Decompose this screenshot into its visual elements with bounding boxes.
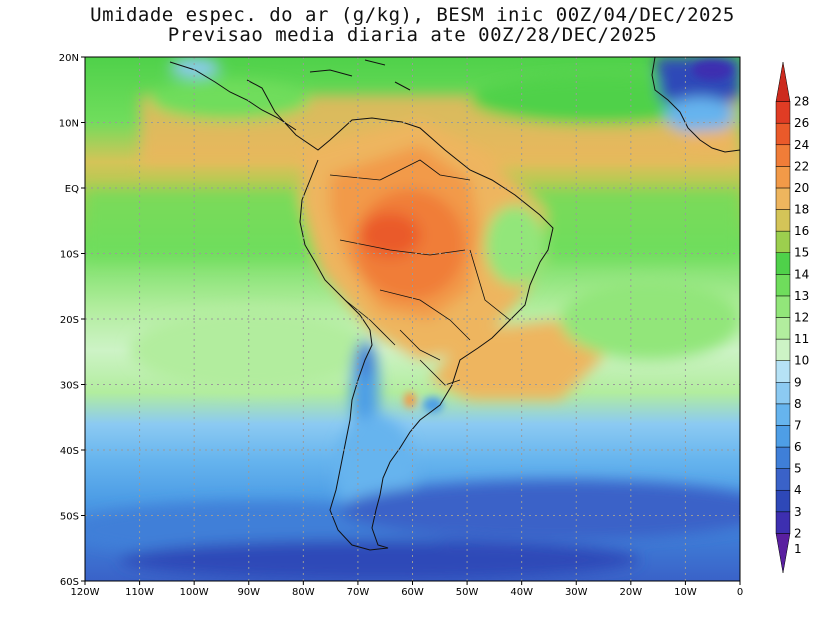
colorbar-label: 3 [794,505,802,519]
colorbar-label: 1 [794,542,802,556]
colorbar-swatch [775,533,791,574]
colorbar-swatch [775,252,791,275]
lat-tick-label: 10S [60,250,79,261]
south-america-coast [246,79,554,551]
colorbar-label: 26 [794,116,809,130]
colorbar-swatch [775,144,791,167]
colorbar-swatch [775,425,791,448]
lon-tick-label: 20W [620,587,643,598]
lat-tick-label: 20N [59,53,79,64]
colorbar-swatch [775,274,791,297]
caribbean-islands [309,59,411,91]
colorbar-label: 18 [794,203,809,217]
grid [85,57,740,581]
lat-tick-label: EQ [65,184,79,195]
lon-tick-label: 80W [292,587,315,598]
lat-tick-label: 20S [60,315,79,326]
coastlines [169,57,740,551]
lat-tick-label: 40S [60,446,79,457]
colorbar-label: 20 [794,181,809,195]
colorbar-label: 28 [794,95,809,109]
colorbar-swatch [775,468,791,491]
colorbar-label: 16 [794,224,809,238]
colorbar-swatch [775,101,791,124]
lat-tick-label: 50S [60,512,79,523]
colorbar-swatch [775,166,791,189]
lon-tick-label: 60W [401,587,424,598]
colorbar-label: 8 [794,397,802,411]
colorbar-label: 5 [794,462,802,476]
colorbar-label: 7 [794,418,802,432]
lon-tick-label: 90W [237,587,260,598]
borders [329,159,511,386]
colorbar-swatch [775,338,791,361]
colorbar-label: 15 [794,246,809,260]
colorbar-swatch [775,360,791,383]
colorbar-swatch [775,382,791,405]
colorbar-label: 2 [794,526,802,540]
colorbar-label: 14 [794,267,809,281]
lon-tick-label: 50W [456,587,479,598]
colorbar-label: 12 [794,311,809,325]
colorbar-label: 10 [794,354,809,368]
colorbar-swatch [775,187,791,210]
colorbar-label: 22 [794,159,809,173]
map-subtitle: Previsao media diaria ate 00Z/28/DEC/202… [167,24,658,46]
africa-coast [651,57,740,153]
lon-tick-label: 100W [180,587,209,598]
colorbar-swatch [775,446,791,469]
lon-tick-label: 10W [674,587,697,598]
colorbar-swatch [775,209,791,232]
colorbar-swatch [775,61,791,102]
colorbar-label: 6 [794,440,802,454]
colorbar-swatch [775,122,791,146]
colorbar-swatch [775,403,791,426]
map-title: Umidade espec. do ar (g/kg), BESM inic 0… [90,4,735,26]
lon-tick-label: 110W [125,587,154,598]
colorbar-label: 13 [794,289,809,303]
colorbar-label: 11 [794,332,809,346]
humidity-details [404,60,732,413]
lon-tick-label: 70W [347,587,370,598]
lat-tick-label: 30S [60,381,79,392]
colorbar-label: 4 [794,483,802,497]
map-axes: 120W 110W 100W 90W 80W 70W 60W 50W 40W 30W 20W 10W 0… [59,53,743,598]
colorbar-label: 9 [794,375,802,389]
lon-tick-label: 0 [737,587,743,598]
central-america-coast [169,61,297,131]
colorbar-swatch [775,295,791,318]
lon-tick-label: 30W [565,587,588,598]
colorbar-label: 24 [794,138,809,152]
lat-tick-label: 10N [59,119,79,130]
colorbar-swatch [775,230,791,253]
lon-tick-label: 40W [510,587,533,598]
colorbar-swatch [775,489,791,513]
lat-tick-label: 60S [60,577,79,588]
lon-tick-label: 120W [71,587,100,598]
colorbar-swatch [775,511,791,534]
colorbar-swatch [775,317,791,340]
